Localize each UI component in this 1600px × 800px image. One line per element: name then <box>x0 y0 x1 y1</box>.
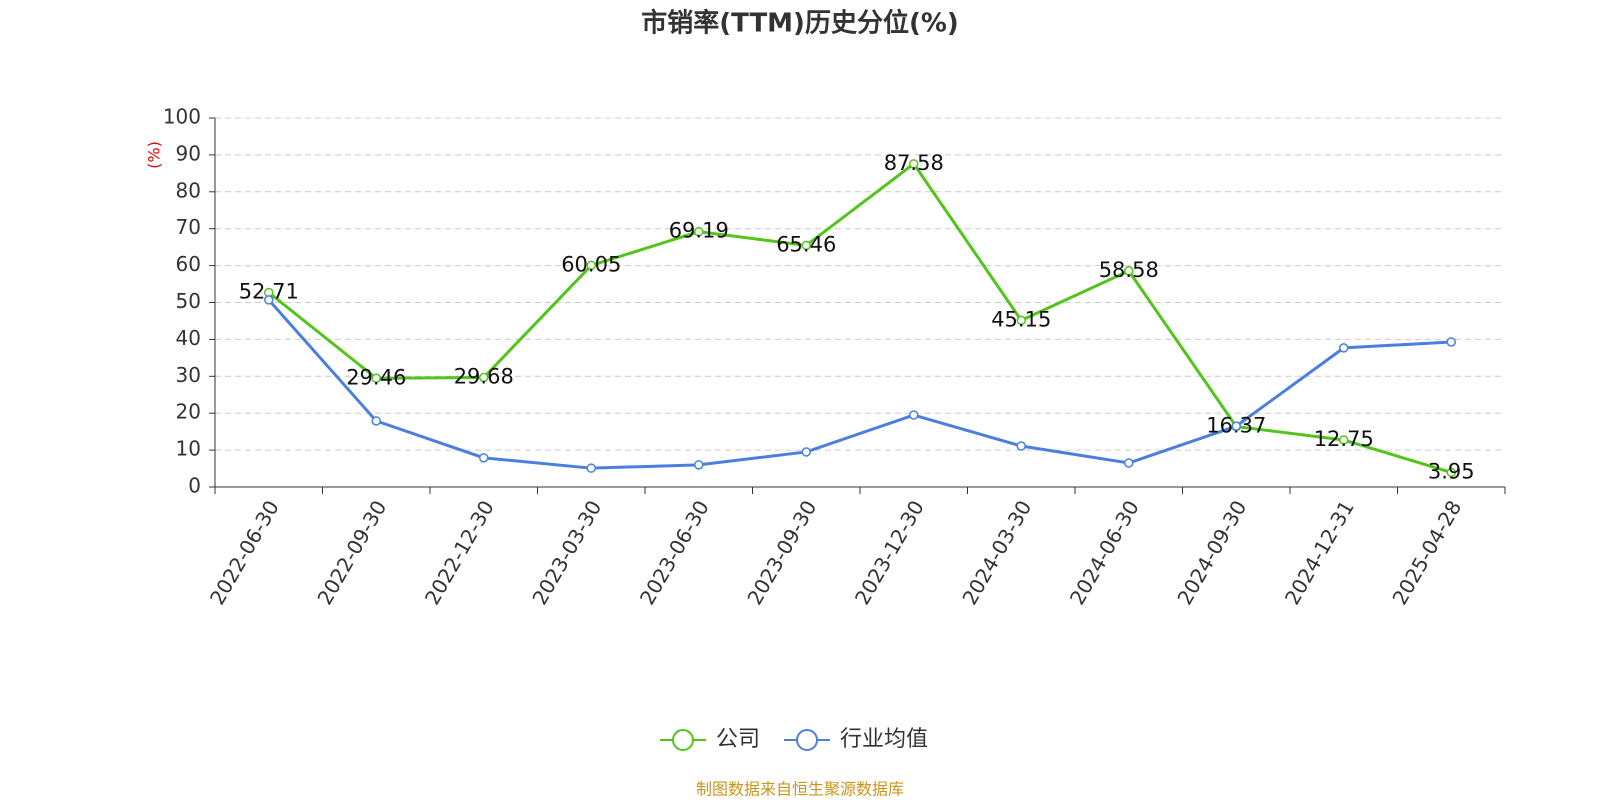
y-tick-label: 90 <box>176 141 201 165</box>
data-label: 58.58 <box>1099 258 1159 282</box>
data-label: 12.75 <box>1314 427 1374 451</box>
data-label: 87.58 <box>884 151 944 175</box>
y-axis-label: (%) <box>145 141 164 169</box>
data-point <box>1446 337 1456 347</box>
legend-marker <box>672 729 694 751</box>
data-point <box>1124 266 1134 276</box>
y-tick-label: 40 <box>176 326 201 350</box>
y-tick-label: 30 <box>176 363 201 387</box>
data-label: 65.46 <box>776 232 836 256</box>
data-label: 69.19 <box>669 219 729 243</box>
data-point <box>909 410 919 420</box>
x-tick-label: 2025-04-28 <box>1387 496 1466 609</box>
data-point <box>371 416 381 426</box>
data-label: 60.05 <box>561 252 621 276</box>
y-tick-label: 50 <box>176 289 201 313</box>
x-tick-label: 2022-12-30 <box>420 496 499 609</box>
x-tick-label: 2024-12-31 <box>1280 496 1359 609</box>
data-point <box>1124 458 1134 468</box>
data-label: 29.46 <box>346 365 406 389</box>
y-tick-label: 10 <box>176 437 201 461</box>
legend-label: 公司 <box>716 727 760 752</box>
data-point <box>1231 421 1241 431</box>
data-point <box>586 463 596 473</box>
data-point <box>479 372 489 383</box>
data-point <box>801 240 811 251</box>
x-tick-label: 2023-06-30 <box>635 496 714 609</box>
x-tick-label: 2024-06-30 <box>1065 496 1144 609</box>
series-line <box>267 298 1452 470</box>
data-label: 29.68 <box>454 364 514 388</box>
data-label: 45.15 <box>991 307 1051 331</box>
x-tick-label: 2022-06-30 <box>205 496 284 609</box>
x-tick-label: 2023-09-30 <box>742 496 821 609</box>
x-tick-label: 2022-09-30 <box>312 496 391 609</box>
source-note: 制图数据来自恒生聚源数据库 <box>696 780 904 799</box>
data-point <box>1016 315 1026 326</box>
data-point <box>371 373 381 384</box>
data-point <box>264 295 274 305</box>
y-tick-label: 80 <box>176 178 201 202</box>
legend-label: 行业均值 <box>840 727 928 752</box>
y-tick-label: 100 <box>163 105 201 129</box>
x-tick-label: 2024-03-30 <box>957 496 1036 609</box>
chart-title: 市销率(TTM)历史分位(%) <box>641 8 959 39</box>
data-point <box>479 453 489 463</box>
data-point <box>1339 435 1349 445</box>
y-tick-label: 20 <box>176 400 201 424</box>
data-point <box>909 159 919 169</box>
legend-marker <box>796 729 819 751</box>
data-point <box>1339 343 1349 353</box>
y-tick-label: 0 <box>188 474 201 498</box>
x-tick-label: 2023-12-30 <box>850 496 929 609</box>
data-point <box>694 226 704 237</box>
data-point <box>801 447 811 457</box>
data-point <box>694 460 704 470</box>
y-tick-label: 60 <box>176 252 201 276</box>
y-tick-label: 70 <box>176 215 201 239</box>
data-point <box>586 260 596 271</box>
data-point <box>1016 441 1026 451</box>
series-line <box>267 161 1452 474</box>
x-tick-label: 2023-03-30 <box>527 496 606 609</box>
data-point <box>1446 467 1456 478</box>
data-label: 3.95 <box>1428 459 1475 483</box>
x-tick-label: 2024-09-30 <box>1172 496 1251 609</box>
